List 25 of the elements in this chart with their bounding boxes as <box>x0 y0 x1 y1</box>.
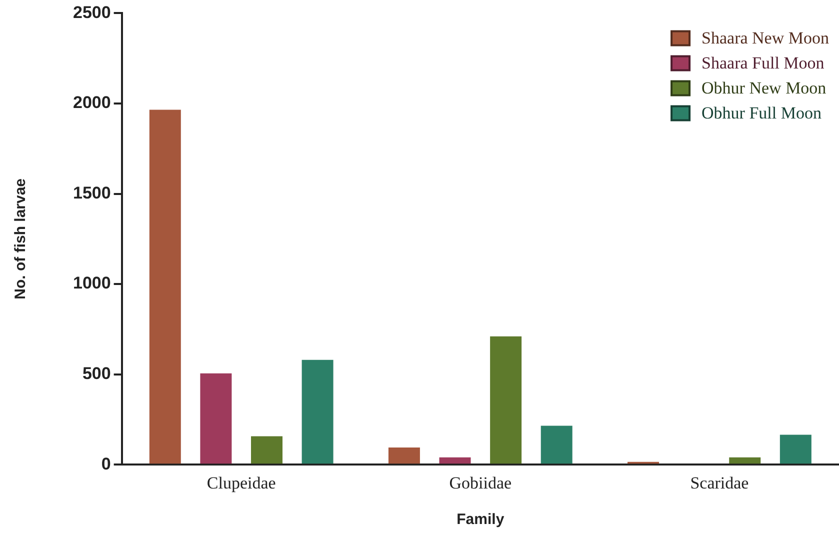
y-axis-title: No. of fish larvae <box>12 178 30 300</box>
x-tick-label: Clupeidae <box>206 473 276 492</box>
bar <box>302 360 334 464</box>
bar <box>729 457 761 464</box>
x-axis-title: Family <box>456 511 505 528</box>
y-tick-label: 1000 <box>72 274 111 293</box>
y-tick-label: 0 <box>101 454 111 474</box>
bar <box>200 373 232 464</box>
bar <box>780 434 812 464</box>
y-tick-label: 2500 <box>72 2 111 22</box>
bar <box>388 447 420 464</box>
bar <box>540 426 572 464</box>
legend-label: Shaara Full Moon <box>702 54 825 73</box>
y-tick-label: 1500 <box>72 183 111 202</box>
y-tick-label: 500 <box>82 364 111 384</box>
y-tick-label: 2000 <box>72 93 111 112</box>
x-tick-label: Gobiidae <box>449 473 512 492</box>
bar <box>490 336 522 464</box>
bar <box>251 436 282 464</box>
bar <box>439 457 471 464</box>
legend-label: Obhur New Moon <box>702 78 827 98</box>
bar <box>149 110 181 464</box>
legend-label: Obhur Full Moon <box>702 104 822 123</box>
x-tick-label: Scaridae <box>690 473 749 492</box>
legend-label: Shaara New Moon <box>702 28 830 48</box>
